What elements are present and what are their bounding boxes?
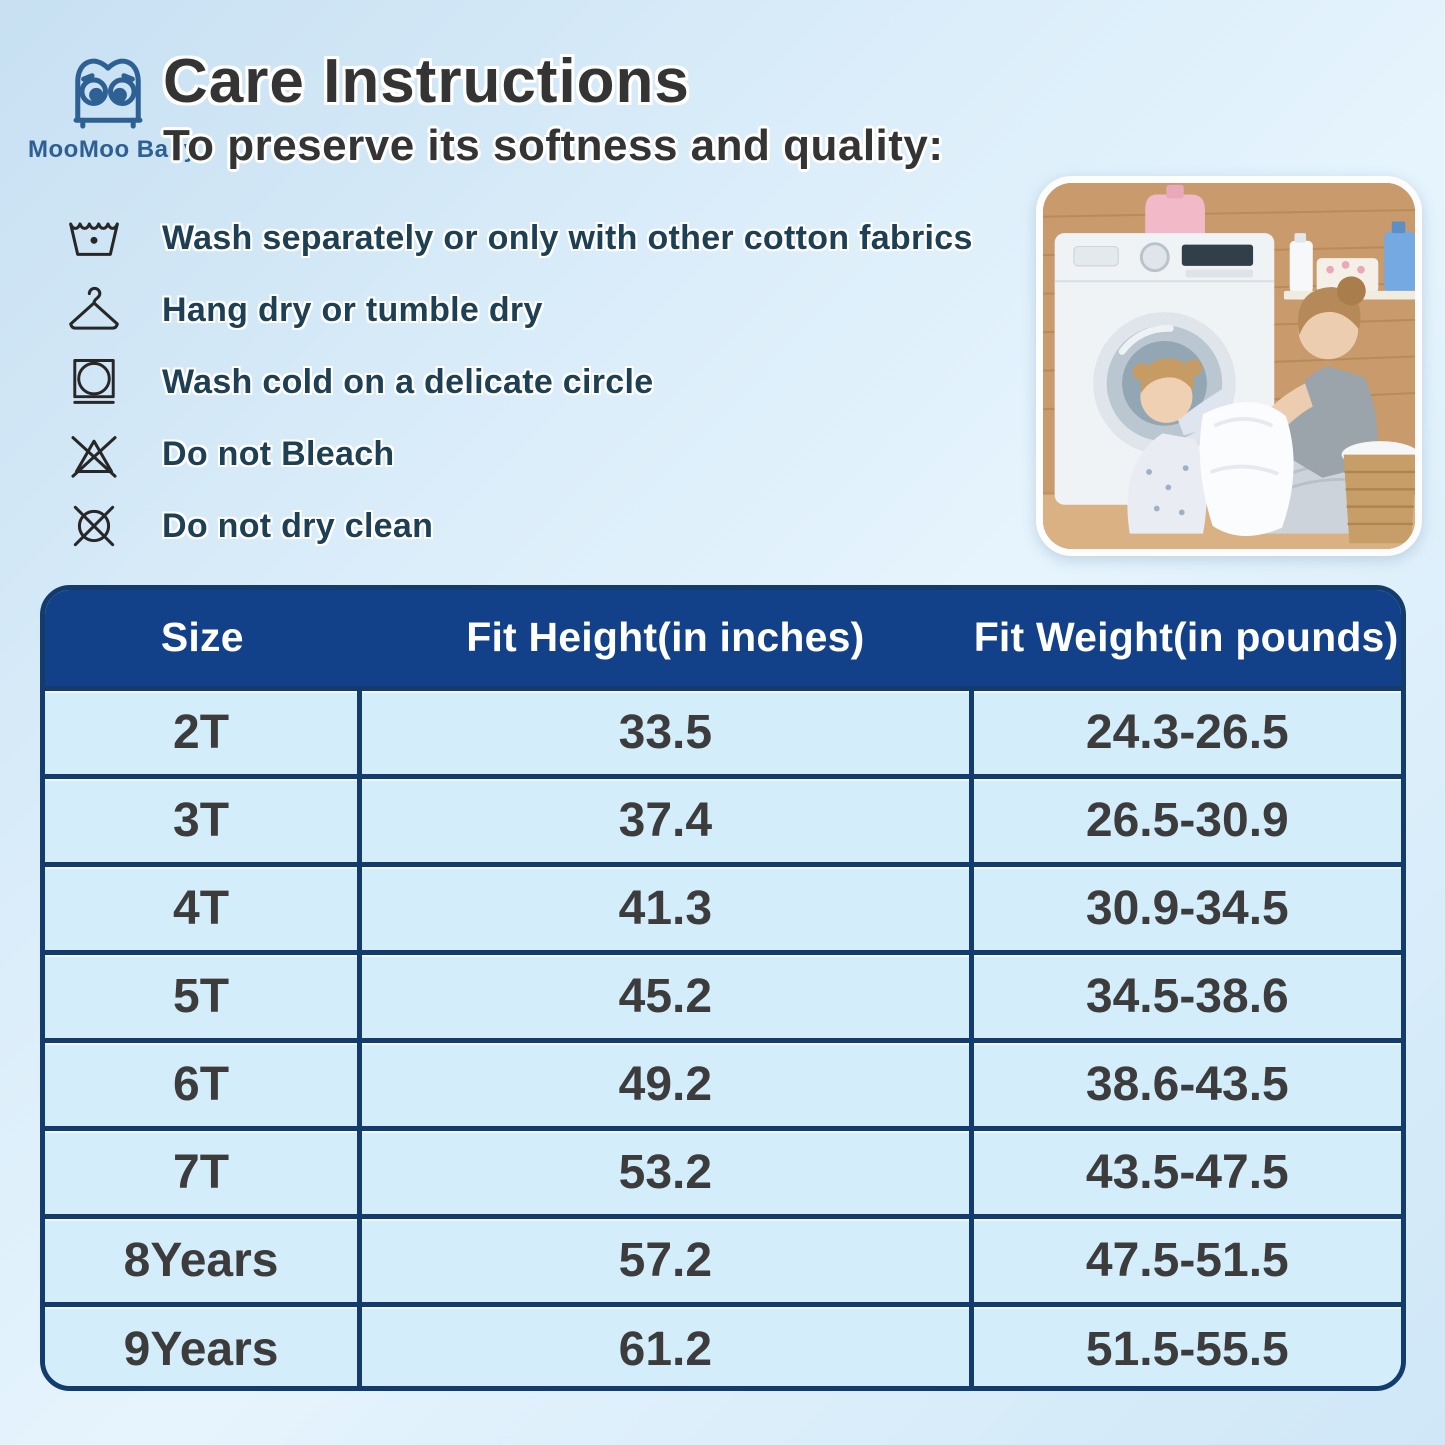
table-cell: 53.2 — [357, 1125, 974, 1219]
care-text: Hang dry or tumble dry — [162, 290, 543, 329]
table-cell: 34.5-38.6 — [968, 949, 1401, 1043]
page-subtitle: To preserve its softness and quality: — [163, 121, 944, 171]
brand-logo: MooMoo Baby — [28, 48, 198, 164]
page-title: Care Instructions — [163, 47, 690, 116]
table-cell: 45.2 — [357, 949, 974, 1043]
table-cell: 38.6-43.5 — [968, 1037, 1401, 1131]
delicate-cycle-icon — [60, 356, 128, 408]
table-cell: 8Years — [45, 1213, 363, 1307]
do-not-dry-clean-icon — [60, 500, 128, 552]
table-cell: 33.5 — [357, 685, 974, 779]
table-cell: 41.3 — [357, 861, 974, 955]
size-table-body: 2T 33.5 24.3-26.5 3T 37.4 26.5-30.9 4T 41.3 30.9… — [45, 685, 1401, 1386]
care-item-no-dry-clean: Do not dry clean — [60, 490, 1045, 562]
owl-logo-icon — [73, 58, 143, 129]
table-cell: 7T — [45, 1125, 363, 1219]
care-item-wash-cold: Wash cold on a delicate circle — [60, 346, 1045, 418]
table-row: 8Years 57.2 47.5-51.5 — [45, 1213, 1401, 1307]
table-cell: 37.4 — [357, 773, 974, 867]
table-cell: 26.5-30.9 — [968, 773, 1401, 867]
table-row: 2T 33.5 24.3-26.5 — [45, 685, 1401, 779]
care-instructions-list: Wash separately or only with other cotto… — [60, 202, 1045, 562]
column-header-fit-height: Fit Height(in inches) — [359, 590, 972, 688]
table-row: 3T 37.4 26.5-30.9 — [45, 773, 1401, 867]
table-cell: 24.3-26.5 — [968, 685, 1401, 779]
table-row: 7T 53.2 43.5-47.5 — [45, 1125, 1401, 1219]
care-text: Do not Bleach — [162, 434, 395, 473]
care-item-wash-separately: Wash separately or only with other cotto… — [60, 202, 1045, 274]
table-cell: 57.2 — [357, 1213, 974, 1307]
column-header-fit-weight: Fit Weight(in pounds) — [971, 590, 1401, 688]
table-row: 4T 41.3 30.9-34.5 — [45, 861, 1401, 955]
wash-tub-icon — [60, 212, 128, 264]
table-cell: 6T — [45, 1037, 363, 1131]
table-header-row: Size Fit Height(in inches) Fit Weight(in… — [45, 590, 1401, 688]
size-chart: Size Fit Height(in inches) Fit Weight(in… — [40, 585, 1406, 1391]
table-cell: 61.2 — [357, 1301, 974, 1386]
table-cell: 3T — [45, 773, 363, 867]
table-cell: 5T — [45, 949, 363, 1043]
size-chart-table: Size Fit Height(in inches) Fit Weight(in… — [45, 590, 1401, 1386]
table-cell: 47.5-51.5 — [968, 1213, 1401, 1307]
do-not-bleach-icon — [60, 428, 128, 480]
table-cell: 2T — [45, 685, 363, 779]
table-cell: 43.5-47.5 — [968, 1125, 1401, 1219]
header: Care Instructions To preserve its softne… — [163, 50, 944, 171]
laundry-photo — [1036, 176, 1422, 556]
care-text: Do not dry clean — [162, 506, 434, 545]
brand-name: MooMoo Baby — [28, 136, 198, 163]
care-text: Wash separately or only with other cotto… — [162, 218, 973, 257]
table-cell: 9Years — [45, 1301, 363, 1386]
table-cell: 49.2 — [357, 1037, 974, 1131]
care-item-hang-dry: Hang dry or tumble dry — [60, 274, 1045, 346]
care-item-no-bleach: Do not Bleach — [60, 418, 1045, 490]
laundry-photo-illustration — [1043, 183, 1415, 549]
table-cell: 4T — [45, 861, 363, 955]
column-header-size: Size — [45, 590, 360, 688]
table-row: 6T 49.2 38.6-43.5 — [45, 1037, 1401, 1131]
table-cell: 51.5-55.5 — [968, 1301, 1401, 1386]
care-text: Wash cold on a delicate circle — [162, 362, 654, 401]
table-row: 9Years 61.2 51.5-55.5 — [45, 1301, 1401, 1386]
table-cell: 30.9-34.5 — [968, 861, 1401, 955]
hanger-icon — [60, 284, 128, 336]
table-row: 5T 45.2 34.5-38.6 — [45, 949, 1401, 1043]
